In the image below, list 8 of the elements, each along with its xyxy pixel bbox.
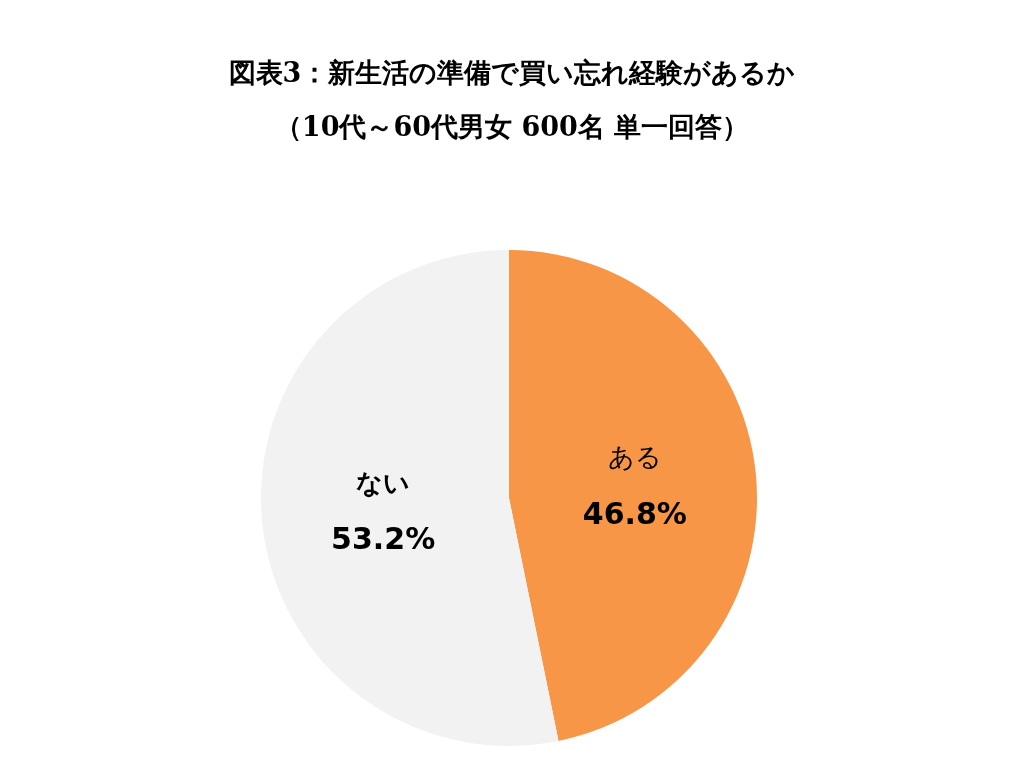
data-label: 46.8% bbox=[582, 495, 687, 531]
pie-slice bbox=[261, 250, 559, 746]
chart-title: 図表3：新生活の準備で買い忘れ経験があるか bbox=[228, 56, 796, 88]
pie-slice bbox=[509, 250, 757, 741]
chart-subtitle: （10代～60代男女 600名 単一回答） bbox=[274, 110, 750, 142]
data-label: 53.2% bbox=[331, 521, 436, 557]
slice-label: ない bbox=[356, 467, 411, 498]
slice-label: ある bbox=[607, 442, 662, 473]
